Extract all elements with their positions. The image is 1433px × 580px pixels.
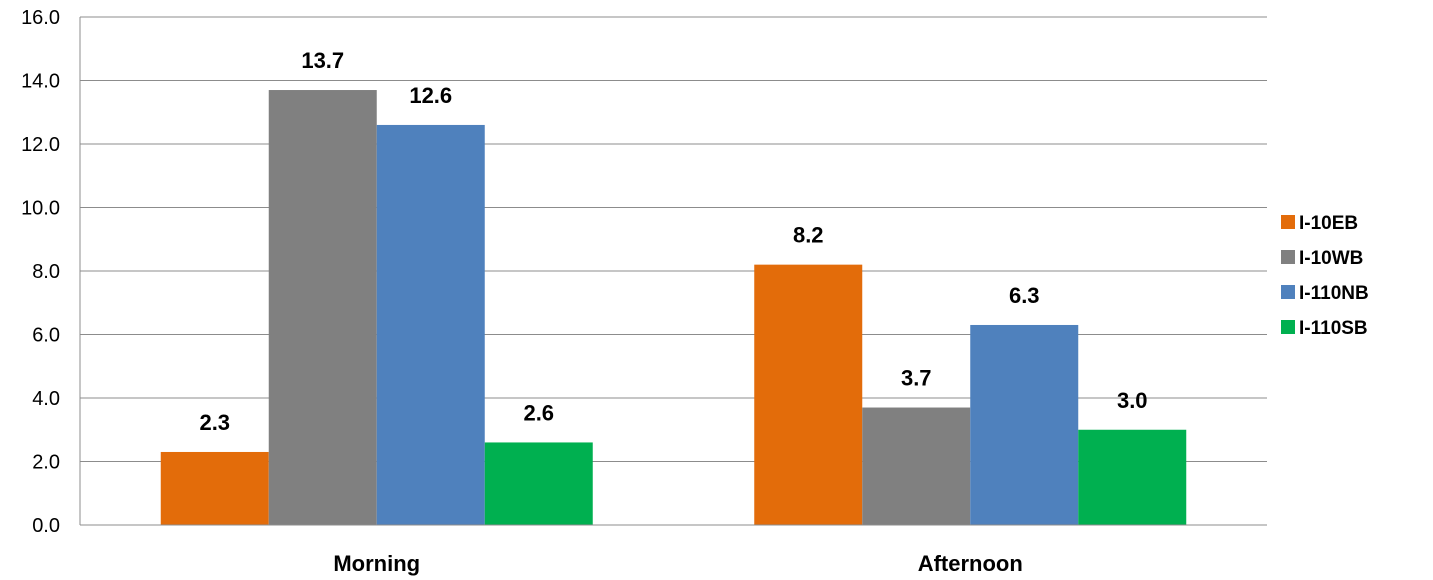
axes (79, 17, 1267, 526)
legend-swatch (1281, 320, 1295, 334)
y-tick-label: 16.0 (21, 7, 60, 29)
bar-i-110sb (1078, 429, 1187, 525)
legend-swatch (1281, 215, 1295, 229)
data-label: 2.3 (199, 410, 230, 435)
bars (160, 90, 1187, 526)
bar-i-10eb (754, 264, 863, 525)
bar-i-10wb (268, 90, 377, 526)
data-label: 12.6 (409, 83, 452, 108)
data-label: 3.0 (1117, 388, 1148, 413)
bar-i-110nb (376, 124, 485, 525)
legend-label: I-10WB (1299, 248, 1363, 269)
data-label: 13.7 (301, 48, 344, 73)
y-tick-label: 4.0 (32, 388, 60, 410)
x-category-label: Afternoon (918, 551, 1023, 576)
legend-label: I-10EB (1299, 213, 1358, 234)
legend-swatch (1281, 285, 1295, 299)
data-label: 3.7 (901, 366, 932, 391)
bar-i-10eb (160, 451, 269, 525)
legend-label: I-110SB (1299, 318, 1368, 339)
y-tick-label: 0.0 (32, 515, 60, 537)
data-label: 6.3 (1009, 283, 1040, 308)
bar-i-110nb (970, 324, 1079, 525)
data-labels: 2.3 13.7 12.6 2.6 8.2 3.7 6.3 3.0 (199, 48, 1147, 435)
legend-swatch (1281, 250, 1295, 264)
y-tick-label: 6.0 (32, 325, 60, 347)
legend-label: I-110NB (1299, 283, 1369, 304)
y-tick-label: 2.0 (32, 452, 60, 474)
gridlines (80, 16, 1267, 462)
y-tick-label: 14.0 (21, 71, 60, 93)
x-category-label: Morning (333, 551, 420, 576)
y-tick-label: 12.0 (21, 134, 60, 156)
x-axis-categories: Morning Afternoon (333, 551, 1022, 576)
data-label: 8.2 (793, 223, 824, 248)
y-axis-ticks: 0.0 2.0 4.0 6.0 8.0 10.0 12.0 14.0 16.0 (21, 7, 60, 537)
bar-i-110sb (484, 442, 593, 525)
y-tick-label: 8.0 (32, 261, 60, 283)
bar-i-10wb (862, 407, 971, 525)
y-tick-label: 10.0 (21, 198, 60, 220)
legend: I-10EB I-10WB I-110NB I-110SB (1281, 213, 1369, 339)
data-label: 2.6 (523, 400, 554, 425)
